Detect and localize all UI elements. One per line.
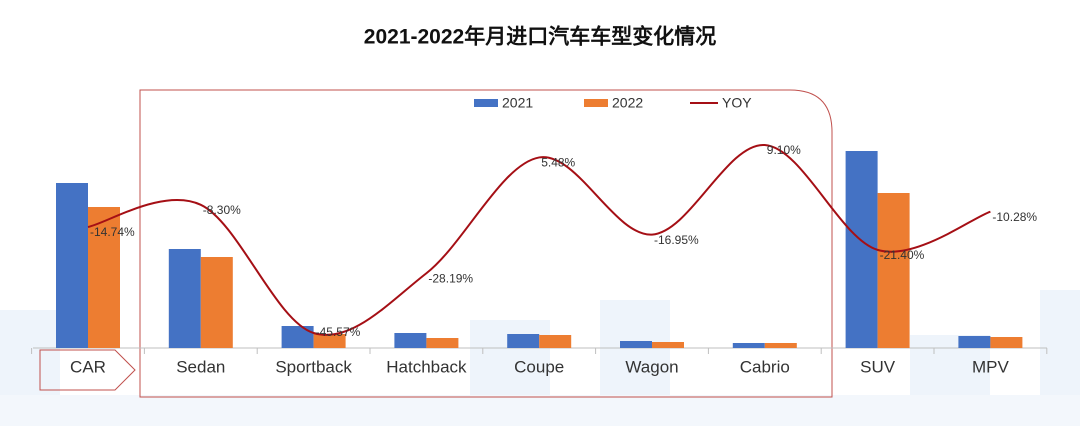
bar xyxy=(958,336,991,348)
bar xyxy=(168,249,201,348)
x-tick-label: Coupe xyxy=(514,357,564,376)
bar xyxy=(281,326,314,348)
data-label: -28.19% xyxy=(428,271,473,285)
bar xyxy=(990,337,1023,348)
x-tick-label: Sportback xyxy=(275,357,352,376)
x-tick-label: Wagon xyxy=(625,357,678,376)
data-label: -21.40% xyxy=(880,248,925,262)
yoy-line xyxy=(87,143,991,336)
data-label: -10.28% xyxy=(992,210,1037,224)
legend-label: 2022 xyxy=(612,95,643,111)
legend-label: YOY xyxy=(722,95,752,111)
bar xyxy=(877,193,910,348)
bar xyxy=(539,335,572,348)
bar xyxy=(507,334,540,348)
data-label: -16.95% xyxy=(654,233,699,247)
bar xyxy=(313,334,346,348)
x-tick-label: Hatchback xyxy=(386,357,467,376)
data-label: -45.57% xyxy=(316,325,361,339)
bar xyxy=(620,341,652,348)
legend-label: 2021 xyxy=(502,95,533,111)
bar xyxy=(652,342,684,348)
highlight-box xyxy=(139,89,833,398)
x-tick-label: Sedan xyxy=(176,357,225,376)
legend-swatch xyxy=(474,99,498,107)
data-label: 5.48% xyxy=(541,156,575,170)
bar xyxy=(56,183,88,348)
bar xyxy=(394,333,427,348)
chart-title: 2021-2022年月进口汽车车型变化情况 xyxy=(364,25,716,49)
x-tick-label: CAR xyxy=(70,357,106,376)
data-label: 9.10% xyxy=(767,143,801,157)
x-tick-label: MPV xyxy=(972,357,1010,376)
legend-swatch xyxy=(584,99,608,107)
x-tick-label: SUV xyxy=(860,357,896,376)
bar xyxy=(845,151,878,348)
data-label: -14.74% xyxy=(90,225,135,239)
bar xyxy=(88,207,120,348)
bar xyxy=(426,338,459,348)
car-arrow xyxy=(39,349,136,391)
bar xyxy=(732,343,765,348)
bar xyxy=(200,257,233,348)
data-label: -8.30% xyxy=(203,203,241,217)
x-tick-label: Cabrio xyxy=(740,357,790,376)
bar xyxy=(764,343,797,348)
